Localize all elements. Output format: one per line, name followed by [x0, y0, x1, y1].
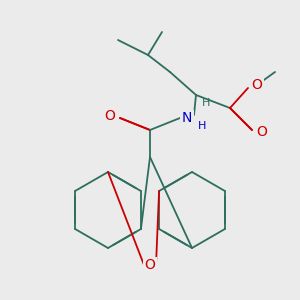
Text: H: H — [198, 121, 206, 131]
Text: O: O — [105, 109, 116, 123]
Text: O: O — [256, 125, 267, 139]
Text: N: N — [182, 111, 192, 125]
Text: O: O — [252, 78, 262, 92]
Text: O: O — [145, 258, 155, 272]
Text: H: H — [202, 98, 210, 108]
